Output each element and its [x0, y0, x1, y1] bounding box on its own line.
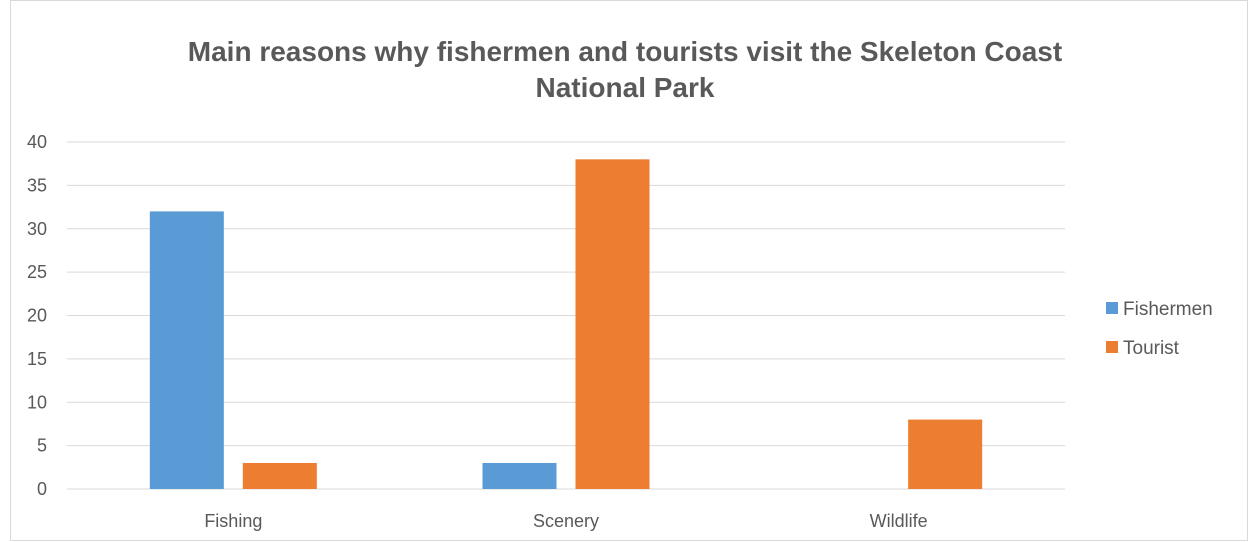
legend-label-tourist: Tourist [1123, 338, 1180, 359]
legend-swatch-tourist [1106, 341, 1118, 353]
bar-tourist-scenery [575, 159, 650, 489]
x-tick-label: Wildlife [870, 511, 928, 531]
bar-fishermen-scenery [482, 462, 557, 489]
y-tick-label: 15 [27, 349, 47, 369]
chart-title: Main reasons why fishermen and tourists … [0, 34, 1250, 106]
x-tick-label: Fishing [204, 511, 262, 531]
y-tick-label: 40 [27, 132, 47, 152]
y-tick-label: 0 [37, 479, 47, 499]
y-tick-label: 10 [27, 392, 47, 412]
y-tick-label: 35 [27, 175, 47, 195]
y-tick-label: 30 [27, 219, 47, 239]
y-tick-label: 5 [37, 436, 47, 456]
legend: Fishermen Tourist [1106, 299, 1213, 359]
legend-swatch-fishermen [1106, 302, 1118, 314]
legend-label-fishermen: Fishermen [1123, 299, 1213, 320]
y-tick-label: 25 [27, 262, 47, 282]
x-tick-label: Scenery [533, 511, 599, 531]
bar-tourist-fishing [242, 462, 317, 489]
bars [149, 159, 983, 489]
y-axis-ticks: 0 5 10 15 20 25 30 35 40 [27, 132, 47, 499]
x-axis-ticks: Fishing Scenery Wildlife [204, 511, 927, 531]
chart-title-line-1: Main reasons why fishermen and tourists … [187, 36, 1063, 67]
chart-title-line-2: National Park [535, 72, 715, 103]
gridlines [67, 141, 1065, 490]
y-tick-label: 20 [27, 306, 47, 326]
bar-tourist-wildlife [908, 419, 983, 489]
bar-fishermen-fishing [149, 211, 224, 489]
